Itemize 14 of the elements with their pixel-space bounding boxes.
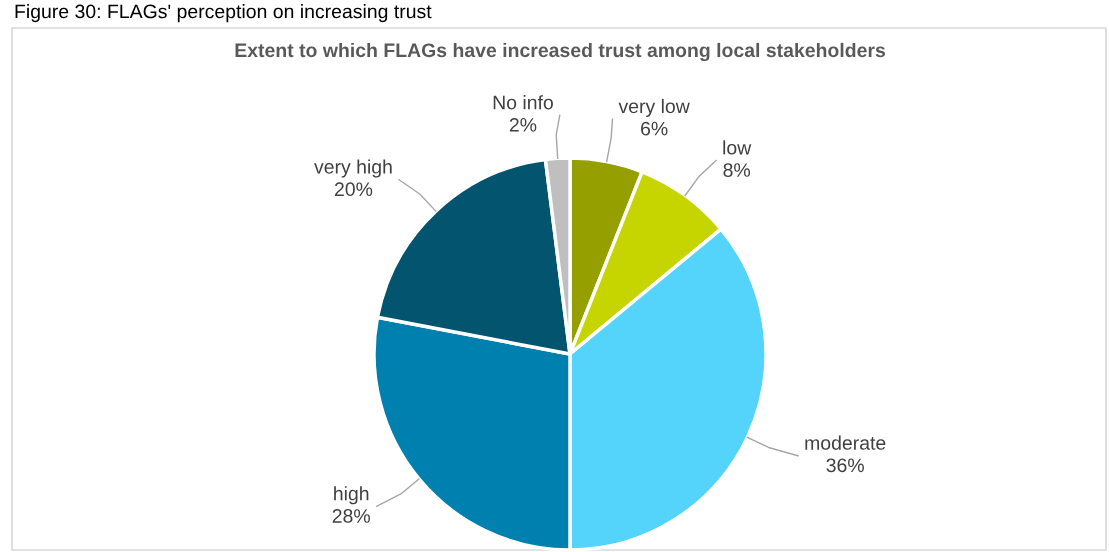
chart-title: Extent to which FLAGs have increased trust among local stakeholders (235, 42, 886, 62)
caption: Figure 30: FLAGs' perception on increasing trust (15, 4, 432, 23)
data-label: 36% (826, 458, 864, 473)
slice-label: very low (618, 98, 690, 117)
data-label: 20% (334, 182, 373, 197)
slice-label: high (334, 486, 369, 505)
slice-label: No info (493, 95, 553, 110)
data-label: 8% (723, 163, 751, 177)
slice-label: very high (314, 159, 392, 178)
data-label: 2% (509, 117, 537, 132)
slice-label: moderate (805, 435, 886, 450)
data-label: 6% (641, 121, 668, 136)
slice-label: low (723, 140, 752, 155)
data-label: 28% (332, 509, 370, 523)
